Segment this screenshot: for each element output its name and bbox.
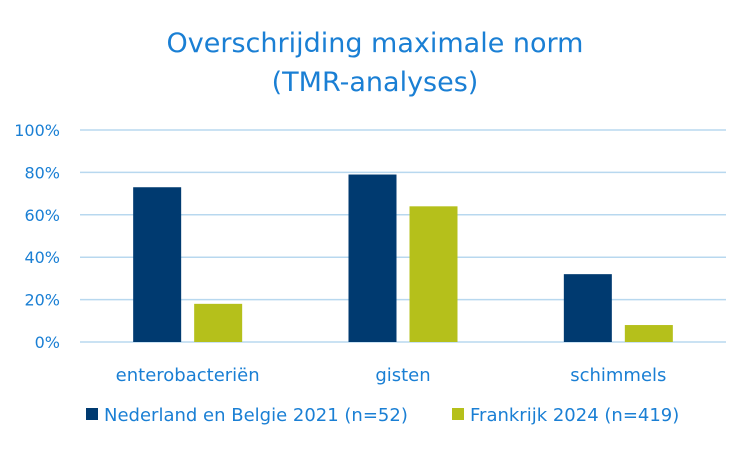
category-label: enterobacteriën bbox=[116, 365, 260, 386]
bar-2-2 bbox=[409, 206, 458, 342]
y-tick-label: 20% bbox=[24, 291, 60, 310]
chart-subtitle: (TMR-analyses) bbox=[272, 67, 479, 98]
category-label: gisten bbox=[375, 365, 430, 386]
bar-2-3 bbox=[624, 325, 673, 342]
legend-label-1: Nederland en Belgie 2021 (n=52) bbox=[104, 405, 408, 426]
y-tick-label: 100% bbox=[14, 121, 60, 140]
legend-swatch-2 bbox=[452, 408, 464, 420]
bar-1-1 bbox=[133, 187, 182, 342]
bar-1-3 bbox=[563, 274, 612, 342]
gridlines bbox=[80, 129, 726, 343]
y-tick-label: 0% bbox=[35, 333, 60, 352]
bars bbox=[133, 174, 673, 342]
legend-label-2: Frankrijk 2024 (n=419) bbox=[470, 405, 679, 426]
legend: Nederland en Belgie 2021 (n=52) Frankrijk… bbox=[86, 405, 679, 426]
y-tick-label: 60% bbox=[24, 206, 60, 225]
category-label: schimmels bbox=[570, 365, 666, 386]
chart-title: Overschrijding maximale norm bbox=[167, 28, 584, 59]
y-tick-label: 40% bbox=[24, 248, 60, 267]
y-axis-ticks: 0% 20% 40% 60% 80% 100% bbox=[14, 121, 60, 352]
bar-2-1 bbox=[194, 303, 243, 342]
bar-1-2 bbox=[348, 174, 397, 342]
legend-swatch-1 bbox=[86, 408, 98, 420]
x-axis-categories: enterobacteriën gisten schimmels bbox=[116, 365, 667, 386]
y-tick-label: 80% bbox=[24, 163, 60, 182]
